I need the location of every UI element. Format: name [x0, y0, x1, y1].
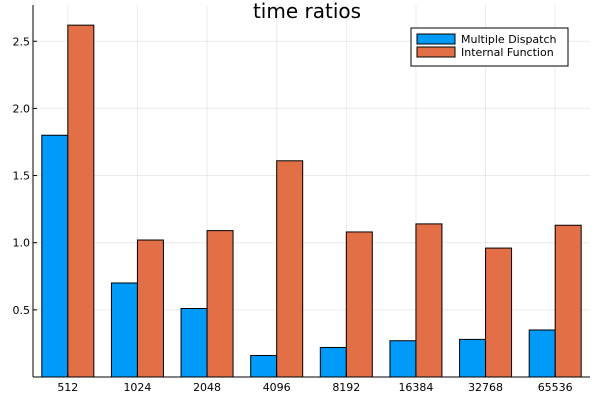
- bar-internal-function-1024: [136, 239, 164, 378]
- legend-label: Multiple Dispatch: [461, 33, 557, 46]
- bar-internal-function-4096: [276, 160, 304, 378]
- bar-multiple-dispatch-512: [41, 134, 69, 378]
- x-tick-label: 4096: [263, 381, 291, 394]
- x-tick-label: 16384: [398, 381, 433, 394]
- bar-multiple-dispatch-4096: [250, 355, 278, 378]
- x-tick-label: 65536: [538, 381, 573, 394]
- x-tick-label: 8192: [332, 381, 360, 394]
- legend-swatch: [416, 33, 456, 45]
- x-tick-label: 512: [57, 381, 78, 394]
- bar-internal-function-512: [67, 24, 95, 378]
- legend-label: Internal Function: [461, 46, 554, 59]
- legend-swatch: [416, 46, 456, 58]
- bar-multiple-dispatch-2048: [180, 308, 208, 378]
- y-tick-label: 2.0: [13, 102, 31, 115]
- bar-internal-function-32768: [485, 247, 513, 378]
- bar-internal-function-16384: [415, 223, 443, 378]
- x-tick-label: 32768: [468, 381, 503, 394]
- bars: [41, 24, 582, 378]
- bar-internal-function-2048: [206, 230, 234, 378]
- x-tick-label: 2048: [193, 381, 221, 394]
- bar-multiple-dispatch-8192: [319, 346, 347, 378]
- bar-internal-function-65536: [554, 224, 582, 378]
- y-tick-label: 0.5: [13, 304, 31, 317]
- y-tick-label: 1.0: [13, 237, 31, 250]
- bar-internal-function-8192: [345, 231, 373, 378]
- x-tick-label: 1024: [123, 381, 151, 394]
- bar-multiple-dispatch-32768: [459, 338, 487, 378]
- y-tick-label: 1.5: [13, 170, 31, 183]
- tick-labels: 0.5 1.0 1.5 2.0 2.5 512 1024 2048 4096 8192 16384 3…: [13, 35, 573, 394]
- bar-multiple-dispatch-65536: [528, 329, 556, 378]
- axes: [32, 5, 590, 378]
- y-tick-label: 2.5: [13, 35, 31, 48]
- bar-multiple-dispatch-1024: [110, 282, 138, 378]
- bar-multiple-dispatch-16384: [389, 340, 417, 378]
- chart-title: time ratios: [253, 0, 361, 23]
